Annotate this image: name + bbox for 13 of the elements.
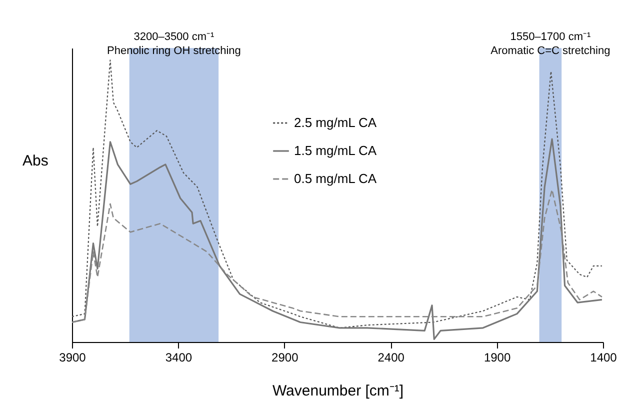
x-tick-label: 1900 bbox=[484, 350, 511, 364]
x-tick-label: 3400 bbox=[165, 350, 192, 364]
y-axis-title: Abs bbox=[22, 152, 48, 170]
x-tick-label: 1400 bbox=[590, 350, 618, 364]
x-tick-label: 2400 bbox=[378, 350, 405, 364]
x-axis-title: Wavenumber [cm⁻¹] bbox=[272, 382, 404, 400]
band-label: 3200–3500 cm⁻¹ Phenolic ring OH stretching bbox=[107, 31, 241, 57]
band-label: 1550–1700 cm⁻¹ Aromatic C=C stretching bbox=[490, 31, 610, 57]
x-tick-label: 2900 bbox=[272, 350, 299, 364]
legend-label: 0.5 mg/mL CA bbox=[294, 171, 377, 186]
legend-label: 2.5 mg/mL CA bbox=[294, 115, 377, 130]
x-tick-label: 3900 bbox=[59, 350, 86, 364]
legend-label: 1.5 mg/mL CA bbox=[294, 143, 377, 158]
